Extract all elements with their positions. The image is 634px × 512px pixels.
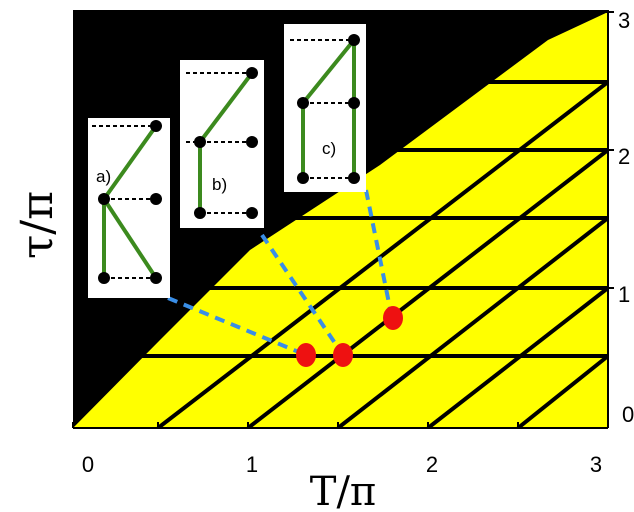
inset-c-node xyxy=(297,172,309,184)
grid-d-4 xyxy=(426,286,608,428)
inset-b: b) xyxy=(180,60,264,228)
inset-a: a) xyxy=(88,118,170,298)
inset-c-node xyxy=(348,172,360,184)
inset-a-path-2 xyxy=(102,197,158,280)
inset-c-node xyxy=(297,97,309,109)
inset-a-node xyxy=(150,193,162,205)
inset-a-path-1 xyxy=(102,124,158,201)
y-tick-label-0: 0 xyxy=(622,402,634,427)
grid-d-2 xyxy=(246,148,608,428)
x-tick-label-0: 0 xyxy=(82,452,94,477)
inset-a-label: a) xyxy=(96,167,111,186)
inset-c-label: c) xyxy=(322,139,336,158)
inset-b-node xyxy=(246,67,258,79)
x-tick-label-1: 1 xyxy=(246,452,258,477)
y-tick-label-1: 1 xyxy=(618,282,630,307)
connector-a xyxy=(167,296,307,357)
inset-b-node xyxy=(246,136,258,148)
y-axis-title: τ/π xyxy=(12,191,63,259)
inset-b-label: b) xyxy=(212,175,227,194)
inset-a-node xyxy=(150,272,162,284)
connector-c xyxy=(364,189,394,319)
marker-c xyxy=(383,306,403,330)
connector-b xyxy=(260,233,345,357)
inset-b-node xyxy=(246,207,258,219)
x-tick-label-2: 2 xyxy=(426,452,438,477)
grid-d-3 xyxy=(336,216,608,428)
x-tick-label-3: 3 xyxy=(590,452,602,477)
marker-b xyxy=(333,343,353,367)
inset-a-node xyxy=(150,120,162,132)
inset-c: c) xyxy=(284,24,366,192)
y-tick-label-2: 2 xyxy=(618,144,630,169)
inset-a-frame xyxy=(88,118,170,298)
inset-c-node xyxy=(348,97,360,109)
grid-d-1 xyxy=(156,80,608,428)
inset-b-path-1 xyxy=(198,71,254,144)
x-axis-title: T/π xyxy=(310,469,376,512)
y-tick-label-3: 3 xyxy=(618,8,630,33)
inset-c-node xyxy=(348,34,360,46)
inset-b-node xyxy=(194,136,206,148)
marker-a xyxy=(296,343,316,367)
inset-b-node xyxy=(194,207,206,219)
inset-a-node xyxy=(98,193,110,205)
inset-c-path-1 xyxy=(301,38,356,105)
inset-a-node xyxy=(98,272,110,284)
grid-d-5 xyxy=(516,354,608,428)
